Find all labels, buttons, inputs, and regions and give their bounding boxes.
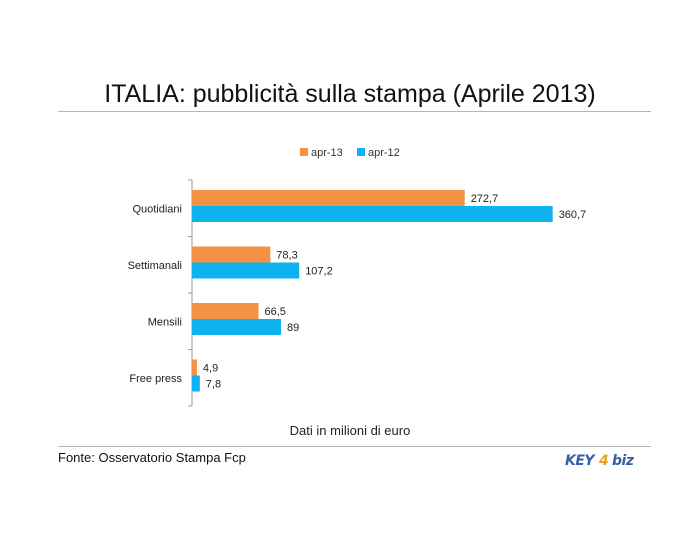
bar-apr-13	[192, 303, 259, 319]
category-label-quotidiani: Quotidiani	[132, 203, 182, 215]
data-label-apr-12: 89	[287, 322, 299, 334]
legend-label-apr-13: apr-13	[311, 147, 343, 159]
category-label-free-press: Free press	[129, 373, 182, 385]
legend-label-apr-12: apr-12	[368, 147, 400, 159]
legend: apr-13 apr-12	[300, 147, 400, 159]
data-label-apr-13: 78,3	[276, 250, 297, 262]
chart-title: ITALIA: pubblicità sulla stampa (Aprile …	[104, 80, 596, 108]
bars: 272,7 360,7 78,3 107,2 66,589 4,9 7,8	[192, 190, 586, 392]
bar-apr-13	[192, 190, 465, 206]
logo-biz: biz	[612, 453, 634, 469]
keybiz-logo: KEY 4 biz	[565, 452, 645, 474]
logo-four: 4	[599, 453, 609, 469]
bar-apr-12	[192, 262, 300, 279]
category-label-settimanali: Settimanali	[128, 260, 182, 272]
bar-chart: apr-13 apr-12 Quotidiani Settimanali Mensil…	[128, 147, 586, 407]
data-label-apr-13: 66,5	[265, 306, 286, 318]
data-label-apr-13: 4,9	[203, 363, 218, 375]
source-text: Fonte: Osservatorio Stampa Fcp	[58, 450, 246, 465]
data-label-apr-13: 272,7	[471, 193, 499, 205]
bar-apr-12	[192, 206, 553, 222]
bar-apr-12	[192, 319, 281, 335]
data-label-apr-12: 360,7	[559, 209, 587, 221]
footer-divider	[58, 446, 651, 447]
category-label-mensili: Mensili	[148, 316, 182, 328]
legend-swatch-apr-13	[300, 148, 308, 156]
legend-swatch-apr-12	[357, 148, 365, 156]
logo-key: KEY	[565, 453, 595, 469]
data-label-apr-12: 107,2	[305, 266, 333, 278]
bar-apr-13	[192, 359, 197, 376]
title-divider	[58, 111, 651, 112]
units-note: Dati in milioni di euro	[289, 423, 411, 438]
category-axis: Quotidiani Settimanali Mensili Free press	[128, 179, 193, 407]
bar-apr-13	[192, 246, 271, 263]
data-label-apr-12: 7,8	[206, 379, 221, 391]
bar-apr-12	[192, 375, 200, 392]
